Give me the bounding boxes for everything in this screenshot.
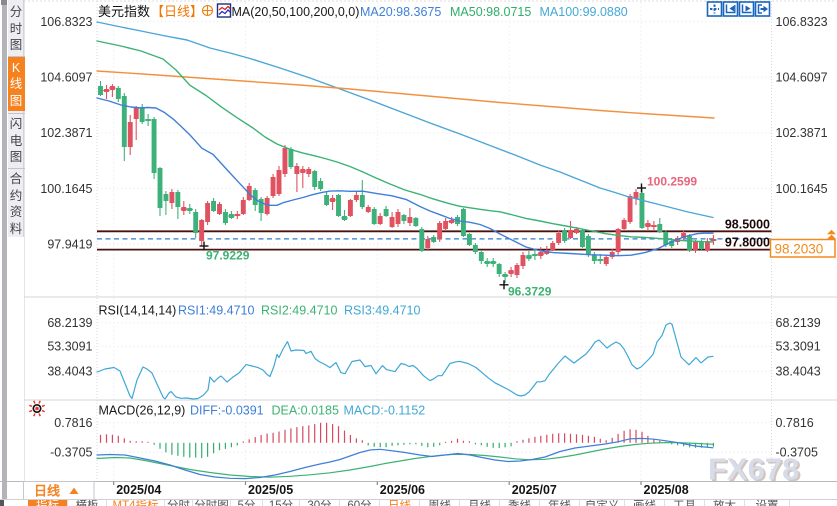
svg-text:2025/08: 2025/08: [644, 483, 689, 497]
svg-text:2025/05: 2025/05: [248, 483, 293, 497]
svg-text:0.7816: 0.7816: [776, 416, 814, 430]
svg-text:97.8000: 97.8000: [725, 236, 770, 250]
svg-text:RSI1:49.4710: RSI1:49.4710: [178, 304, 254, 318]
svg-text:MA50:98.0715: MA50:98.0715: [450, 5, 531, 19]
svg-text:0.7816: 0.7816: [54, 416, 92, 430]
svg-text:38.4043: 38.4043: [47, 364, 92, 378]
svg-text:100.2599: 100.2599: [647, 175, 697, 189]
svg-text:96.3729: 96.3729: [508, 285, 552, 299]
svg-text:DIFF:-0.0391: DIFF:-0.0391: [190, 404, 264, 418]
svg-text:2025/06: 2025/06: [380, 483, 425, 497]
svg-text:97.9229: 97.9229: [206, 249, 250, 263]
svg-text:98.2030: 98.2030: [775, 241, 824, 256]
svg-text:RSI(14,14,14): RSI(14,14,14): [99, 304, 177, 318]
svg-text:38.4043: 38.4043: [776, 364, 821, 378]
svg-text:68.2139: 68.2139: [776, 316, 821, 330]
svg-text:106.8323: 106.8323: [40, 15, 92, 29]
svg-text:MACD:-0.1152: MACD:-0.1152: [344, 404, 426, 418]
svg-text:106.8323: 106.8323: [776, 15, 828, 29]
svg-text:68.2139: 68.2139: [47, 316, 92, 330]
svg-text:104.6097: 104.6097: [40, 71, 92, 85]
svg-text:100.1645: 100.1645: [776, 182, 828, 196]
svg-text:53.3091: 53.3091: [47, 340, 92, 354]
svg-text:53.3091: 53.3091: [776, 340, 821, 354]
svg-text:FX678: FX678: [708, 452, 799, 487]
svg-text:102.3871: 102.3871: [40, 126, 92, 140]
svg-text:DEA:0.0185: DEA:0.0185: [272, 404, 339, 418]
svg-text:-0.3705: -0.3705: [50, 446, 92, 460]
svg-text:FX678: FX678: [710, 453, 801, 488]
svg-text:日线: 日线: [34, 484, 60, 499]
svg-text:MA(20,50,100,200,0,0): MA(20,50,100,200,0,0): [232, 5, 360, 19]
svg-text:【日线】: 【日线】: [151, 4, 203, 19]
svg-text:102.3871: 102.3871: [776, 126, 828, 140]
svg-text:RSI2:49.4710: RSI2:49.4710: [261, 304, 337, 318]
svg-text:2025/07: 2025/07: [512, 483, 557, 497]
svg-text:美元指数: 美元指数: [98, 4, 150, 19]
svg-text:97.9419: 97.9419: [47, 237, 92, 251]
svg-text:104.6097: 104.6097: [776, 71, 828, 85]
svg-text:MACD(26,12,9): MACD(26,12,9): [99, 404, 186, 418]
svg-text:RSI3:49.4710: RSI3:49.4710: [344, 304, 420, 318]
svg-text:MA20:98.3675: MA20:98.3675: [360, 5, 441, 19]
svg-text:98.5000: 98.5000: [725, 217, 770, 231]
svg-text:2025/04: 2025/04: [116, 483, 161, 497]
svg-text:100.1645: 100.1645: [40, 182, 92, 196]
svg-text:MA100:99.0880: MA100:99.0880: [540, 5, 628, 19]
svg-text:-0.3705: -0.3705: [776, 446, 818, 460]
